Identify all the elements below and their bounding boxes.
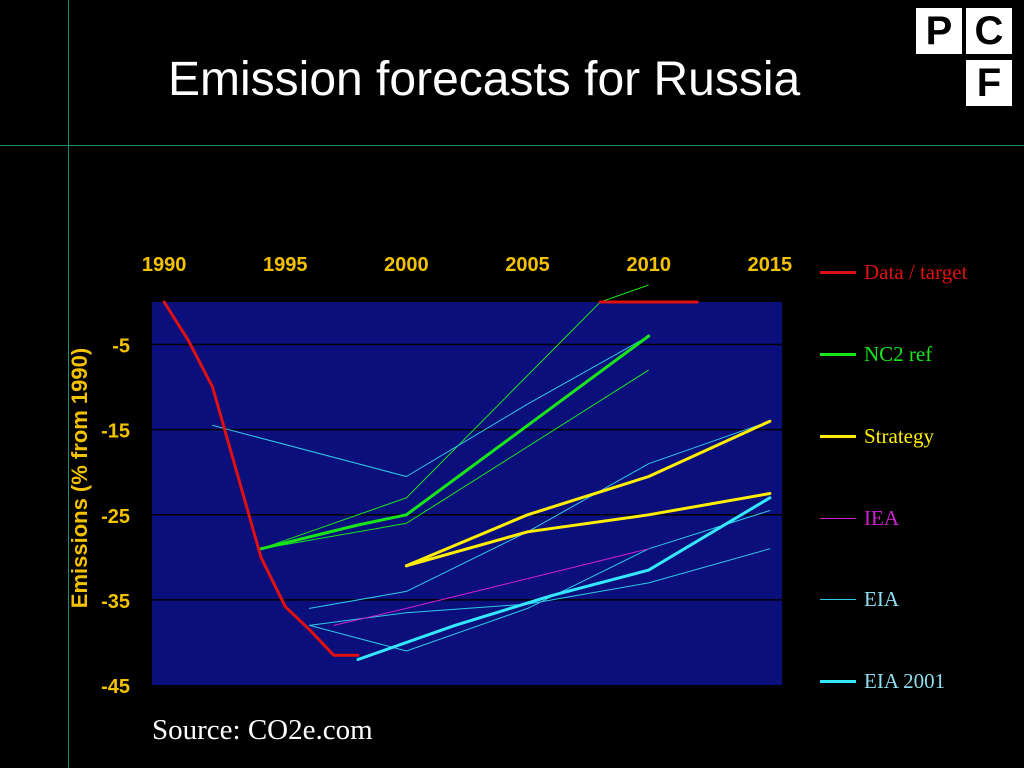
legend-swatch-1: [820, 352, 856, 356]
chart-legend: Data / target NC2 ref Strategy IEA EIA EIA 20…: [820, 0, 1020, 768]
legend-item-4: EIA: [820, 585, 899, 613]
logo-letter-f: F: [966, 60, 1012, 106]
legend-label-0: Data / target: [864, 259, 968, 284]
y-tick-label-2: -25: [101, 506, 130, 528]
logo-letter-c: C: [966, 8, 1012, 54]
x-tick-label-3: 2005: [505, 254, 550, 276]
auxiliary-line-0: [260, 284, 649, 550]
x-tick-label-2: 2000: [384, 254, 429, 276]
series-2-line-0: [404, 419, 772, 568]
legend-label-2: Strategy: [864, 423, 934, 448]
series-1-line-0: [259, 334, 651, 551]
legend-swatch-0: [820, 270, 856, 274]
horizontal-guide-line: [0, 145, 1024, 146]
legend-swatch-3: [820, 517, 856, 519]
y-tick-label-1: -15: [101, 421, 130, 443]
y-tick-label-0: -5: [112, 336, 130, 358]
logo-letter-p: P: [916, 8, 962, 54]
x-tick-label-5: 2015: [748, 254, 793, 276]
legend-item-3: IEA: [820, 504, 899, 532]
y-axis-label: Emissions (% from 1990): [67, 347, 92, 609]
legend-label-5: EIA 2001: [864, 668, 946, 693]
series-4-line-2: [309, 510, 771, 652]
page-title: Emission forecasts for Russia: [168, 53, 801, 106]
plot-area: [152, 302, 782, 685]
series-3-line-0: [333, 548, 650, 626]
series-2-line-1: [404, 492, 772, 568]
series-0-line-0: [162, 300, 287, 609]
pcf-logo: P C F: [916, 8, 1016, 108]
legend-item-0: Data / target: [820, 258, 967, 286]
legend-swatch-5: [820, 679, 856, 683]
y-tick-label-4: -45: [101, 676, 130, 698]
y-tick-label-3: -35: [101, 591, 130, 613]
legend-item-2: Strategy: [820, 422, 934, 450]
auxiliary-line-1: [260, 369, 649, 550]
legend-item-5: EIA 2001: [820, 667, 945, 695]
legend-label-3: IEA: [864, 505, 899, 530]
x-tick-label-1: 1995: [263, 254, 308, 276]
x-tick-label-4: 2010: [626, 254, 671, 276]
series-5-line-0: [356, 496, 772, 661]
vertical-guide-line: [68, 0, 69, 768]
series-0-line-1: [283, 605, 360, 657]
legend-swatch-2: [820, 434, 856, 438]
series-4-line-0: [212, 335, 650, 477]
legend-item-1: NC2 ref: [820, 340, 932, 368]
legend-swatch-4: [820, 598, 856, 600]
legend-label-1: NC2 ref: [864, 341, 933, 366]
legend-label-4: EIA: [864, 586, 899, 611]
source-caption: Source: CO2e.com: [152, 714, 373, 746]
x-tick-label-0: 1990: [142, 254, 187, 276]
